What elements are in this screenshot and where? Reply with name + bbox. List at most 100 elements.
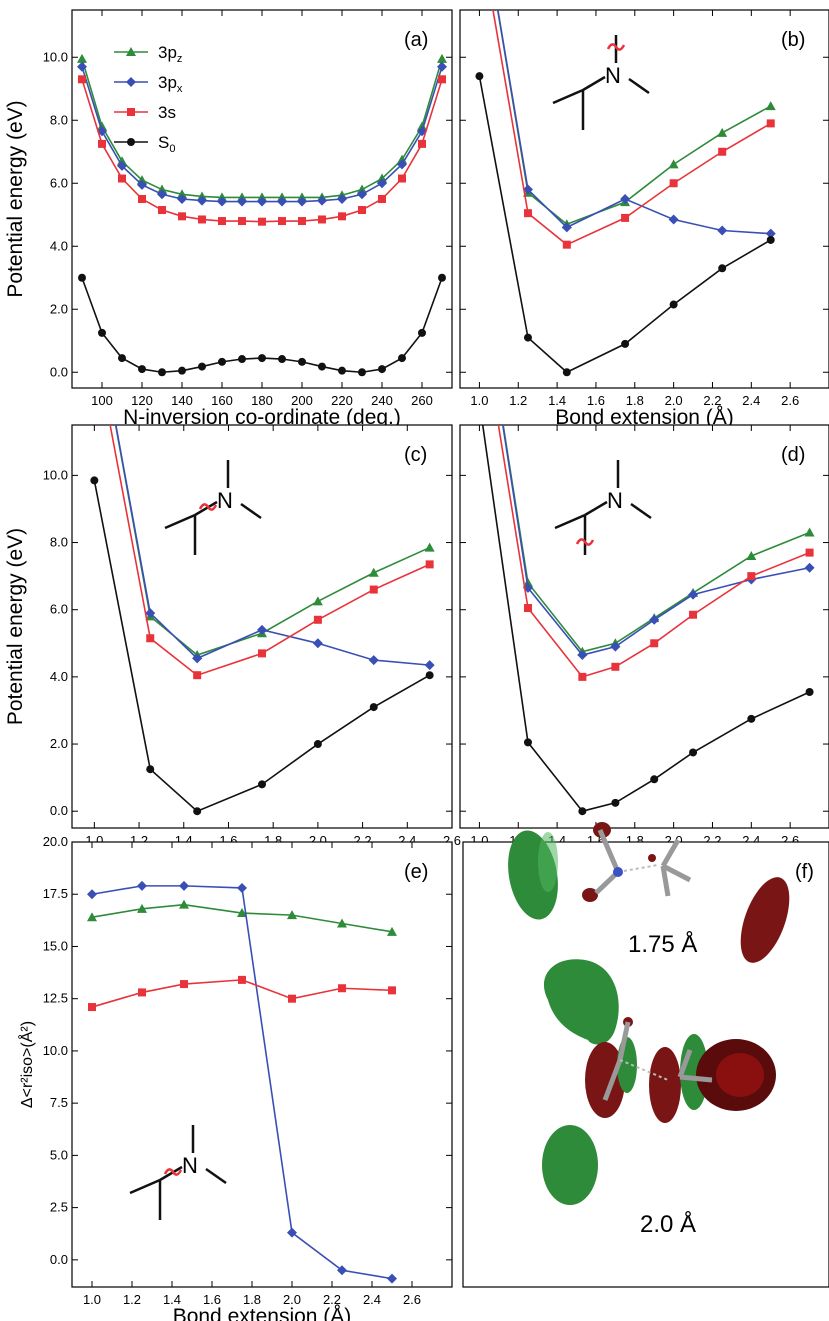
data-point <box>192 653 203 664</box>
data-point <box>217 196 227 207</box>
data-point <box>523 738 532 747</box>
x-axis-title: Bond extension (Å) <box>555 406 734 429</box>
data-point <box>804 562 815 573</box>
y-tick-label: 7.5 <box>50 1095 68 1110</box>
data-point <box>145 608 156 619</box>
data-point <box>313 615 322 624</box>
data-point <box>766 119 775 128</box>
series-group <box>77 53 447 377</box>
legend-label: 3s <box>158 103 176 122</box>
data-point <box>368 655 379 666</box>
bond-line <box>129 1178 161 1195</box>
nitrogen-atom-label: N <box>217 488 233 513</box>
data-point <box>157 189 167 200</box>
data-point <box>357 184 367 194</box>
data-point <box>146 634 155 643</box>
data-point <box>137 880 147 891</box>
panel-label-b: (b) <box>781 29 805 51</box>
data-point <box>98 328 106 337</box>
data-point <box>297 196 307 207</box>
data-point <box>118 174 126 183</box>
data-point <box>258 649 266 658</box>
data-point <box>689 748 698 757</box>
data-point <box>805 548 814 557</box>
orbital-caption-bottom: 2.0 Å <box>640 1210 696 1238</box>
data-point <box>127 108 135 116</box>
data-point <box>418 139 426 148</box>
y-tick-label: 10.0 <box>43 49 68 64</box>
data-point <box>425 671 434 680</box>
data-point <box>668 159 679 169</box>
y-tick-label: 5.0 <box>50 1147 68 1162</box>
data-point <box>258 354 266 363</box>
x-tick-label: 1.4 <box>163 1292 181 1307</box>
y-tick-label: 0.0 <box>50 803 68 818</box>
data-point <box>523 209 532 218</box>
y-tick-label: 15.0 <box>43 938 68 953</box>
data-point <box>424 660 435 671</box>
data-point <box>561 222 572 233</box>
molecule-sketch: N <box>552 35 650 130</box>
x-tick-label: 180 <box>251 393 273 408</box>
data-point <box>237 882 247 893</box>
data-point <box>438 273 446 282</box>
y-axis-title: Δ<r²iso>(Å²) <box>17 1021 36 1108</box>
panel-label-a: (a) <box>404 29 428 51</box>
data-point <box>765 228 776 239</box>
data-point <box>578 807 587 816</box>
data-point <box>688 589 699 600</box>
y-axis-title: Potential energy (eV) <box>4 100 27 297</box>
x-axis-title: Bond extension (Å) <box>173 1305 352 1321</box>
data-point <box>369 585 378 594</box>
data-point <box>138 195 146 203</box>
bond-cleavage-mark <box>163 1168 183 1176</box>
data-point <box>358 206 366 215</box>
bond-line <box>628 77 650 95</box>
x-tick-label: 1.2 <box>123 1292 141 1307</box>
legend: 3pz 3px 3s S0 <box>114 43 183 155</box>
y-tick-label: 2.0 <box>50 736 68 751</box>
bond-cleavage-mark <box>606 43 626 51</box>
panel-label-c: (c) <box>404 444 427 466</box>
data-point <box>198 215 206 224</box>
data-point <box>611 662 620 671</box>
data-point <box>158 368 166 377</box>
orbital-caption-top: 1.75 Å <box>628 930 697 958</box>
data-point <box>278 217 286 226</box>
y-tick-label: 0.0 <box>50 364 68 379</box>
axis-ticks: 100 120 140 160 180 200 220 240 260 0.0 2.0 4.0 6.0 8… <box>43 10 452 408</box>
bond-line <box>205 1167 227 1185</box>
data-point <box>287 1227 297 1238</box>
data-point <box>357 189 367 200</box>
data-point <box>562 240 571 249</box>
data-point <box>621 213 630 222</box>
bond-line <box>240 502 262 520</box>
data-point <box>578 672 587 681</box>
x-tick-label: 260 <box>411 393 433 408</box>
data-point <box>417 121 427 131</box>
data-point <box>369 703 378 712</box>
data-point <box>137 903 147 913</box>
data-point <box>258 217 266 226</box>
data-point <box>317 195 327 206</box>
data-point <box>78 273 86 282</box>
y-tick-label: 4.0 <box>50 238 68 253</box>
data-point <box>523 604 532 613</box>
data-point <box>668 214 679 225</box>
x-tick-label: 1.4 <box>548 393 566 408</box>
bond-cleavage-mark <box>198 503 218 511</box>
data-point <box>257 624 267 635</box>
data-point <box>126 47 136 56</box>
bond-line <box>582 75 606 92</box>
data-point <box>368 567 379 577</box>
x-tick-label: 2.2 <box>703 393 721 408</box>
series-line-3pz <box>502 425 810 653</box>
data-point <box>198 362 206 371</box>
data-point <box>78 75 86 84</box>
data-point <box>650 639 659 648</box>
data-point <box>475 72 484 81</box>
axis-ticks: 1.0 1.2 1.4 1.6 1.8 2.0 2.2 2.4 2.6 <box>460 10 829 408</box>
data-point <box>97 121 107 131</box>
data-point <box>77 53 87 63</box>
